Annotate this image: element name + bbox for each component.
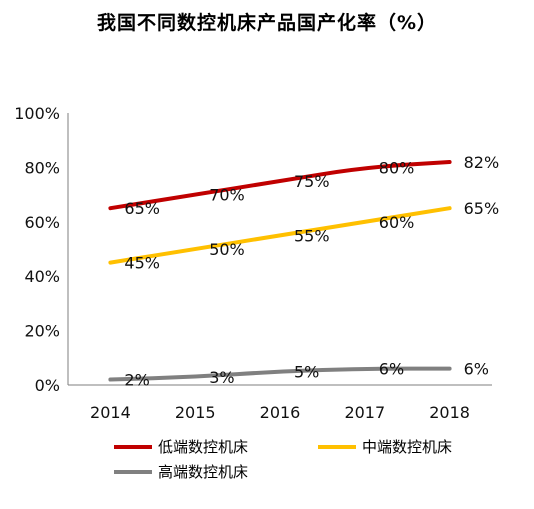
x-tick-label: 2015: [175, 403, 216, 422]
data-label: 6%: [379, 360, 404, 379]
data-label: 55%: [294, 226, 330, 245]
data-label: 65%: [124, 199, 160, 218]
y-tick-label: 80%: [24, 158, 60, 177]
chart-title: 我国不同数控机床产品国产化率（%）: [96, 12, 438, 34]
data-label: 50%: [209, 240, 245, 259]
x-tick-label: 2017: [344, 403, 385, 422]
x-tick-label: 2018: [429, 403, 470, 422]
y-tick-label: 20%: [24, 322, 60, 341]
legend-label-mid-end: 中端数控机床: [362, 438, 453, 456]
data-label: 65%: [464, 199, 500, 218]
legend-item-high-end: 高端数控机床: [114, 461, 248, 482]
legend-item-low-end: 低端数控机床: [114, 436, 248, 457]
x-tick-label: 2016: [260, 403, 301, 422]
data-label: 82%: [464, 153, 500, 172]
data-label: 45%: [124, 254, 160, 273]
y-tick-label: 0%: [35, 376, 60, 395]
data-label: 6%: [464, 360, 489, 379]
data-label: 80%: [379, 158, 415, 177]
series-line-0: [108, 159, 452, 211]
series-line-1: [108, 206, 452, 265]
data-label: 5%: [294, 362, 319, 381]
data-label: 3%: [209, 368, 234, 387]
legend-swatch-high-end: [114, 469, 152, 474]
legend-swatch-low-end: [114, 444, 152, 449]
series-lines: [108, 159, 452, 382]
x-axis-ticks: 2014 2015 2016 2017 2018: [90, 403, 470, 422]
chart-axes: [67, 113, 492, 386]
y-tick-label: 40%: [24, 267, 60, 286]
y-tick-label: 100%: [14, 104, 60, 123]
x-tick-label: 2014: [90, 403, 131, 422]
data-label: 75%: [294, 172, 330, 191]
legend-label-high-end: 高端数控机床: [158, 463, 249, 481]
data-label: 2%: [124, 371, 149, 390]
legend-swatch-mid-end: [318, 444, 356, 449]
data-label: 60%: [379, 213, 415, 232]
series-line-2: [108, 366, 452, 382]
legend-item-mid-end: 中端数控机床: [318, 436, 452, 457]
data-labels: 65% 70% 75% 80% 82% 45% 50% 55% 60% 65% 2% 3% 5% 6% 6%: [124, 153, 499, 390]
y-tick-label: 60%: [24, 213, 60, 232]
data-label: 70%: [209, 186, 245, 205]
y-axis-ticks: 0% 20% 40% 60% 80% 100%: [14, 104, 60, 395]
legend-label-low-end: 低端数控机床: [158, 438, 249, 456]
